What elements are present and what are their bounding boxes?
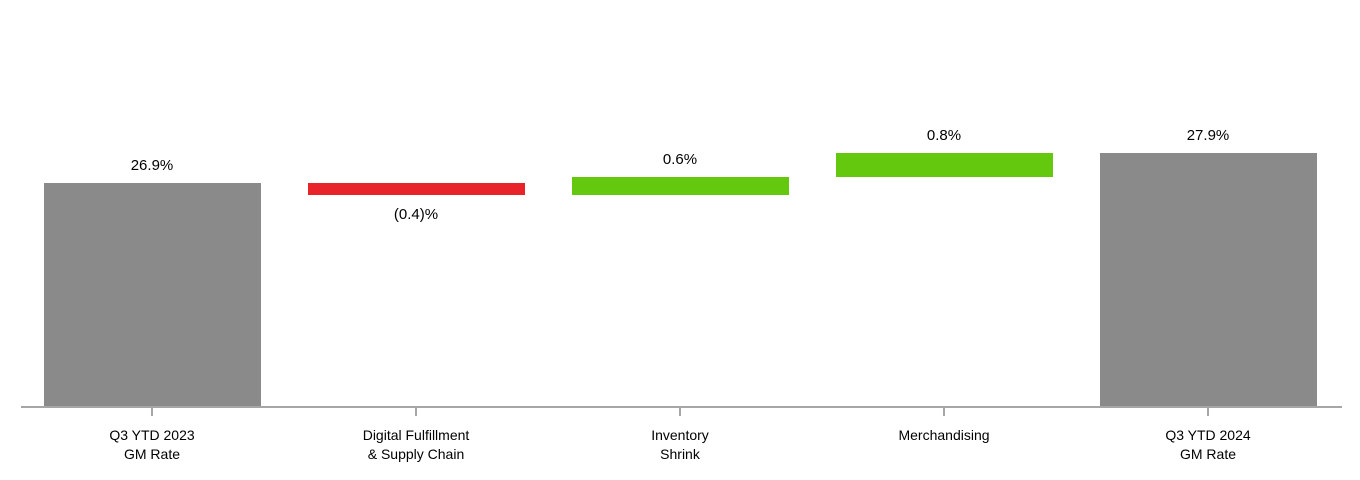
waterfall-bar-2 — [307, 183, 525, 196]
waterfall-bar-1 — [43, 183, 261, 406]
bar-value-label-4: 0.8% — [926, 127, 962, 145]
x-axis-label-4: Merchandising — [898, 427, 990, 443]
x-axis-tick-1 — [151, 406, 153, 416]
waterfall-bar-4 — [835, 153, 1053, 178]
x-axis-label-2: Digital Fulfillment & Supply Chain — [362, 427, 470, 462]
bar-value-label-5: 27.9% — [1186, 127, 1230, 145]
x-axis-tick-3 — [679, 406, 681, 416]
x-axis-line — [21, 406, 1342, 408]
x-axis-tick-4 — [943, 406, 945, 416]
x-axis-label-5: Q3 YTD 2024 GM Rate — [1165, 427, 1251, 462]
x-axis-tick-2 — [415, 406, 417, 416]
x-axis-tick-5 — [1207, 406, 1209, 416]
bar-value-label-3: 0.6% — [662, 151, 698, 169]
waterfall-bar-5 — [1099, 153, 1317, 406]
waterfall-bar-3 — [571, 177, 789, 196]
x-axis-label-3: Inventory Shrink — [651, 427, 709, 462]
bar-value-label-1: 26.9% — [130, 157, 174, 175]
x-axis-label-1: Q3 YTD 2023 GM Rate — [109, 427, 195, 462]
bar-value-label-2: (0.4)% — [393, 206, 439, 224]
